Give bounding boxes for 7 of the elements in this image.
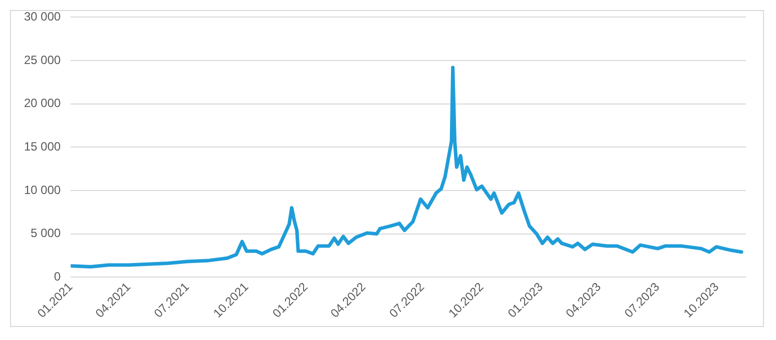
y-tick-label: 0 xyxy=(54,269,62,284)
y-tick-label: 25 000 xyxy=(24,52,62,67)
y-tick-label: 10 000 xyxy=(24,182,62,197)
y-tick-label: 15 000 xyxy=(24,139,62,154)
y-tick-label: 5 000 xyxy=(30,226,62,240)
y-tick-label: 20 000 xyxy=(24,96,62,110)
y-tick-label: 30 000 xyxy=(24,10,62,24)
